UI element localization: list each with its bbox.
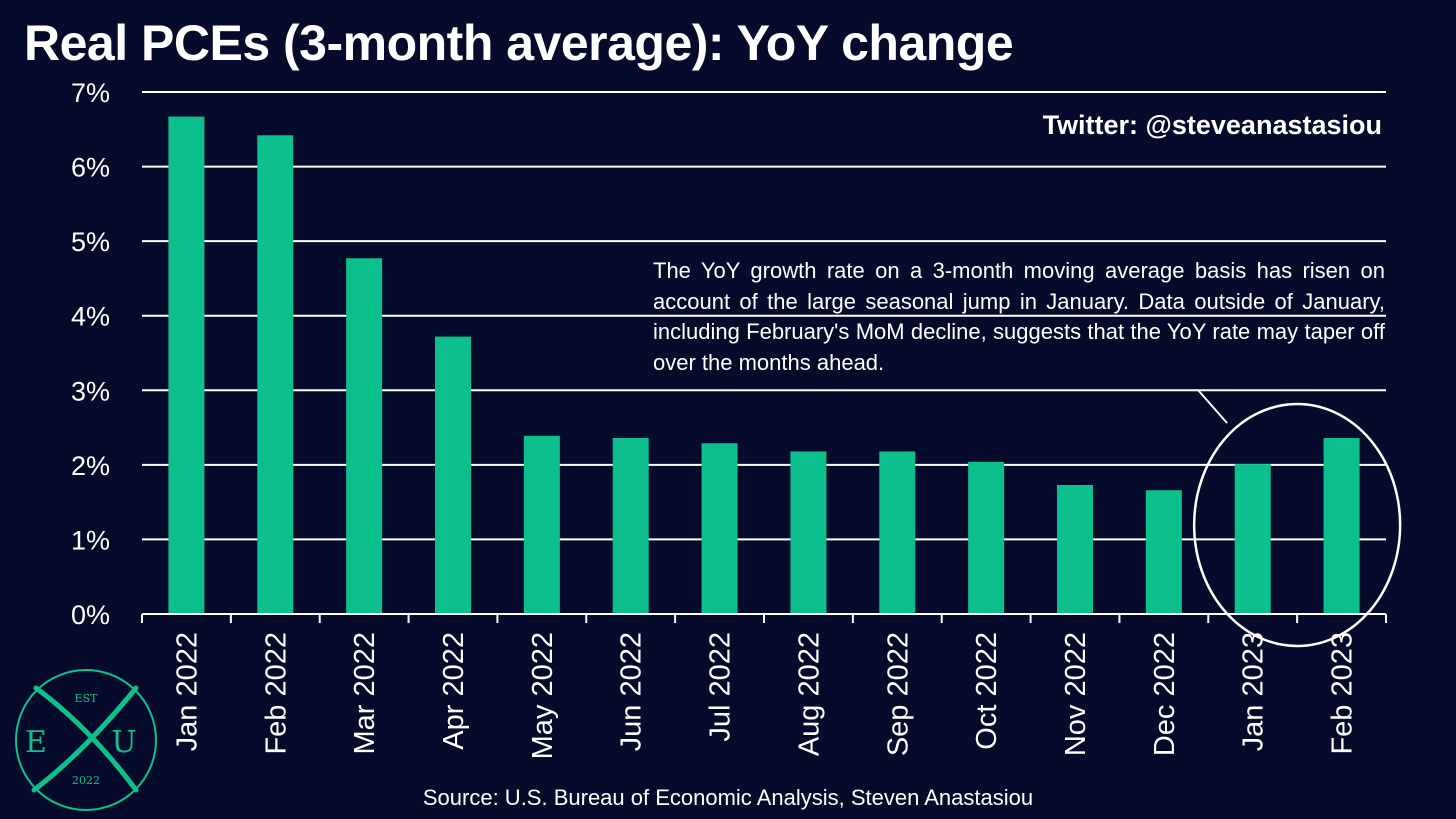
x-tick-label: Jul 2022: [705, 632, 737, 742]
bar: [168, 116, 205, 614]
logo-swoosh-right: [33, 685, 139, 793]
bar: [1234, 464, 1271, 614]
callout: [1192, 389, 1402, 648]
logo-letter-e: E: [25, 725, 47, 760]
bar: [790, 451, 827, 614]
bar: [1057, 484, 1093, 614]
bar: [346, 258, 383, 614]
x-tick-label: Jun 2022: [616, 632, 648, 751]
highlight-ellipse: [1192, 402, 1402, 648]
x-tick-label: Oct 2022: [971, 632, 1003, 750]
x-axis-labels: Jan 2022 Feb 2022 Mar 2022 Apr 2022 May 2022…: [171, 632, 1358, 759]
y-tick-label: 2%: [71, 451, 110, 481]
x-tick-label: Dec 2022: [1149, 632, 1181, 756]
x-tick-label: Nov 2022: [1060, 632, 1092, 756]
bar: [879, 451, 916, 614]
bar: [968, 461, 1005, 614]
x-tick-label: Jan 2023: [1238, 632, 1270, 751]
x-tick-label: Mar 2022: [349, 632, 381, 755]
logo-year: 2022: [72, 774, 100, 787]
bar: [1323, 438, 1360, 614]
logo-ring: [15, 669, 157, 811]
x-tick-label: Feb 2022: [260, 632, 292, 755]
x-tick-label: Jan 2022: [171, 632, 203, 751]
chart-title: Real PCEs (3-month average): YoY change: [24, 15, 1014, 71]
bar: [435, 336, 471, 614]
y-tick-label: 1%: [71, 525, 110, 555]
x-tick-label: Apr 2022: [438, 632, 470, 750]
logo-letter-u: U: [111, 725, 136, 760]
source-note: Source: U.S. Bureau of Economic Analysis…: [422, 785, 1034, 810]
y-tick-label: 0%: [71, 600, 110, 630]
x-tick-label: Sep 2022: [882, 632, 914, 756]
y-axis-labels: 0% 1% 2% 3% 4% 5% 6% 7%: [71, 78, 110, 630]
y-tick-label: 3%: [71, 376, 110, 406]
logo-est: EST: [75, 692, 99, 705]
bar: [257, 135, 294, 614]
callout-pointer: [1197, 389, 1228, 424]
bar: [701, 443, 738, 614]
x-tick-label: Aug 2022: [793, 632, 825, 756]
bars: [168, 116, 1360, 614]
x-axis: [141, 613, 1387, 623]
y-tick-label: 5%: [71, 227, 110, 257]
logo: EST E U 2022: [15, 669, 157, 811]
twitter-handle: Twitter: @steveanastasiou: [1042, 110, 1382, 140]
y-tick-label: 6%: [71, 153, 110, 183]
y-tick-label: 4%: [71, 302, 110, 332]
bar: [1145, 490, 1182, 614]
y-tick-label: 7%: [71, 78, 110, 108]
annotation-text: The YoY growth rate on a 3-month moving …: [653, 258, 1385, 375]
x-tick-label: Feb 2023: [1327, 632, 1359, 755]
x-tick-label: May 2022: [527, 632, 559, 759]
bar: [612, 438, 649, 614]
logo-swoosh-left: [31, 685, 139, 793]
bar: [523, 435, 560, 614]
